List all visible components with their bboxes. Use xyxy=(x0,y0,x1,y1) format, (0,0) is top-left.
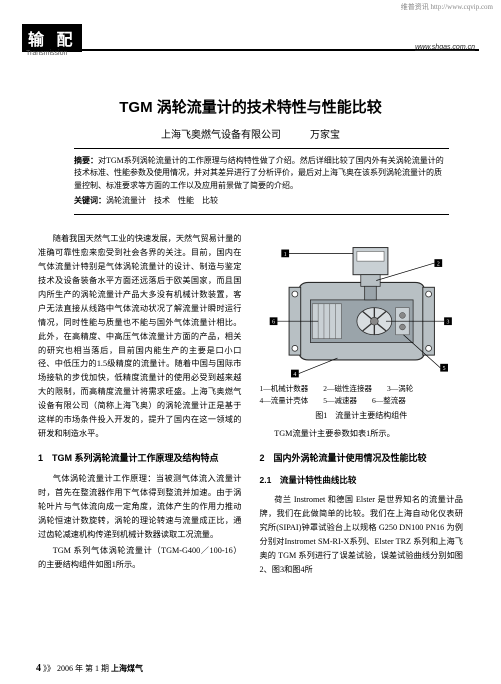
author-line: 上海飞奥燃气设备有限公司 万家宝 xyxy=(0,126,501,141)
author-name: 万家宝 xyxy=(310,130,340,141)
page-number: 4 xyxy=(36,663,41,674)
svg-text:1: 1 xyxy=(283,252,286,258)
svg-text:6: 6 xyxy=(272,320,275,326)
left-column: 随着我国天然气工业的快速发展，天然气贸易计量的准确可靠性愈来愈受到社会各界的关注… xyxy=(38,232,242,650)
legend-row-2: 4—流量计壳体 5—减速器 6—整流器 xyxy=(260,395,464,406)
figure-1-legend: 1—机械计数器 2—磁性连接器 3—涡轮 4—流量计壳体 5—减速器 6—整流器 xyxy=(260,383,464,406)
header-subtitle: Transmission xyxy=(26,50,67,57)
page-footer: 4 》》 2006 年 第 1 期 上海煤气 xyxy=(36,663,143,674)
svg-text:4: 4 xyxy=(293,372,296,378)
section-2-1-heading: 2.1 流量计特性曲线比较 xyxy=(260,473,464,487)
legend-row-1: 1—机械计数器 2—磁性连接器 3—涡轮 xyxy=(260,383,464,394)
body-columns: 随着我国天然气工业的快速发展，天然气贸易计量的准确可靠性愈来愈受到社会各界的关注… xyxy=(38,232,463,650)
paper-title: TGM 涡轮流量计的技术特性与性能比较 xyxy=(0,96,501,117)
affiliation: 上海飞奥燃气设备有限公司 xyxy=(161,130,281,141)
intro-paragraph: 随着我国天然气工业的快速发展，天然气贸易计量的准确可靠性愈来愈受到社会各界的关注… xyxy=(38,232,242,441)
footer-journal: 上海煤气 xyxy=(111,664,143,673)
header-bar: 输 配 xyxy=(22,26,479,52)
footer-sep: 》》 xyxy=(43,664,55,673)
comparison-paragraph: 荷兰 Instromet 和德国 Elster 是世界知名的流量计品牌，我们在此… xyxy=(260,493,464,577)
site-url: www.shgas.com.cn xyxy=(415,44,475,51)
source-url: 维普资讯 http://www.cqvip.com xyxy=(401,2,493,12)
section-1-heading: 1 TGM 系列涡轮流量计工作原理及结构特点 xyxy=(38,451,242,466)
table-ref-line: TGM流量计主要参数如表1所示。 xyxy=(260,427,464,441)
abstract-text: 对TGM系列涡轮流量计的工作原理与结构特性做了介绍。然后详细比较了国内外有关涡轮… xyxy=(74,156,444,190)
svg-text:2: 2 xyxy=(436,261,439,267)
right-column: 1 2 3 6 4 5 xyxy=(260,232,464,650)
abstract-box: 摘要：对TGM系列涡轮流量计的工作原理与结构特性做了介绍。然后详细比较了国内外有… xyxy=(74,148,449,215)
keywords-label: 关键词： xyxy=(74,196,106,205)
figure-1-caption: 图1 流量计主要结构组件 xyxy=(260,409,464,423)
svg-text:5: 5 xyxy=(442,366,445,372)
svg-text:3: 3 xyxy=(446,320,449,326)
footer-issue: 2006 年 第 1 期 xyxy=(57,664,109,673)
keywords-text: 涡轮流量计 技术 性能 比较 xyxy=(106,196,218,205)
abstract-label: 摘要： xyxy=(74,156,98,165)
section-badge: 输 配 xyxy=(22,24,82,52)
model-paragraph: TGM 系列气体涡轮流量计（TGM-G400／100-16）的主要结构组件如图1… xyxy=(38,544,242,572)
section-2-heading: 2 国内外涡轮流量计使用情况及性能比较 xyxy=(260,451,464,466)
principle-paragraph: 气体涡轮流量计工作原理：当被测气体流入流量计时，首先在整流器作用下气体得到整流并… xyxy=(38,472,242,542)
figure-1: 1 2 3 6 4 5 xyxy=(260,234,464,379)
